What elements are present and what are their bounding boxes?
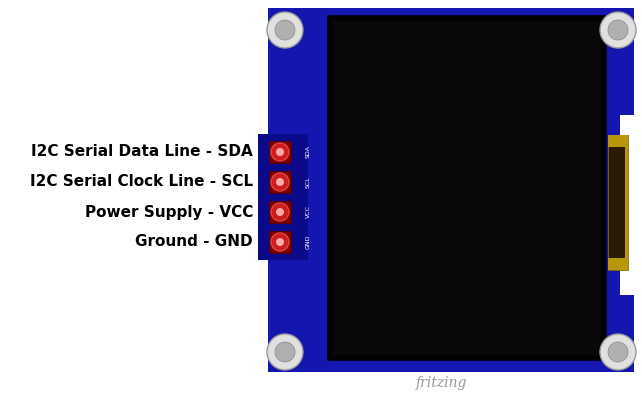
Circle shape xyxy=(608,20,628,40)
Circle shape xyxy=(267,334,303,370)
Bar xyxy=(268,8,634,372)
Bar xyxy=(608,258,628,270)
Bar xyxy=(609,137,625,268)
Bar xyxy=(608,135,628,147)
Circle shape xyxy=(608,342,628,362)
Circle shape xyxy=(271,233,289,251)
Bar xyxy=(269,231,291,253)
Circle shape xyxy=(271,203,289,221)
Circle shape xyxy=(276,208,284,216)
Text: Power Supply - VCC: Power Supply - VCC xyxy=(85,204,253,220)
Bar xyxy=(269,141,291,163)
Text: fritzing: fritzing xyxy=(416,376,467,390)
Circle shape xyxy=(271,143,289,161)
Circle shape xyxy=(276,178,284,186)
Bar xyxy=(620,115,642,295)
Bar xyxy=(269,201,291,223)
Circle shape xyxy=(275,20,295,40)
Text: Ground - GND: Ground - GND xyxy=(135,235,253,249)
Text: VCC: VCC xyxy=(306,206,311,218)
Text: I2C Serial Clock Line - SCL: I2C Serial Clock Line - SCL xyxy=(30,175,253,189)
Bar xyxy=(269,171,291,193)
Circle shape xyxy=(600,334,636,370)
Circle shape xyxy=(600,12,636,48)
Circle shape xyxy=(271,173,289,191)
Circle shape xyxy=(267,12,303,48)
Circle shape xyxy=(276,148,284,156)
Text: SCL: SCL xyxy=(306,176,311,188)
Text: GND: GND xyxy=(306,235,311,249)
Bar xyxy=(258,134,308,260)
Bar xyxy=(330,18,604,358)
Circle shape xyxy=(275,342,295,362)
Bar xyxy=(608,135,628,270)
Circle shape xyxy=(276,238,284,246)
Text: SDA: SDA xyxy=(306,146,311,158)
Text: I2C Serial Data Line - SDA: I2C Serial Data Line - SDA xyxy=(31,145,253,160)
